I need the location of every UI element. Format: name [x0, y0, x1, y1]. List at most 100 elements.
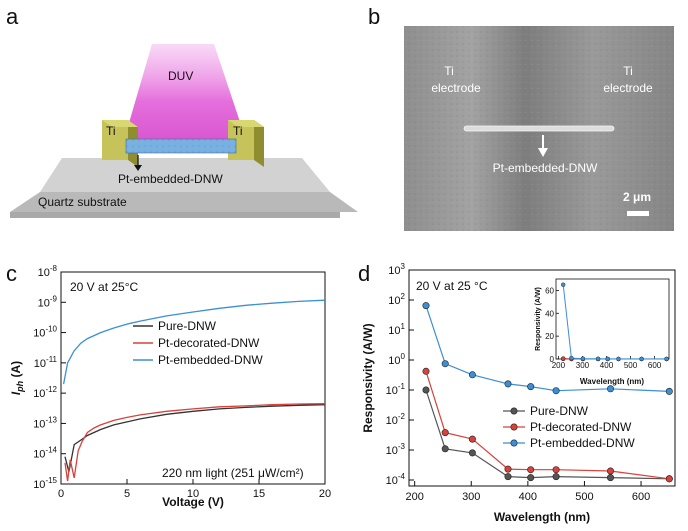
chart-c-series-line — [64, 403, 326, 482]
chart-d-point — [468, 435, 476, 443]
sem-right-electrode: electrode — [603, 81, 653, 95]
chart-d-point — [468, 371, 476, 379]
chart-d-xtick-label: 200 — [405, 491, 423, 503]
chart-c-xtick-label: 10 — [187, 488, 199, 500]
panel-c-label: c — [6, 261, 17, 286]
chart-d-inset-ticks: 0 20 40 60 200 300 400 500 600 — [545, 286, 662, 370]
chart-d-ytick-label: 10-1 — [386, 382, 406, 397]
chart-d-ytick-label: 102 — [388, 292, 405, 307]
scale-bar — [627, 211, 649, 216]
chart-d-xlabel: Wavelength (nm) — [494, 510, 590, 524]
chart-d-ytick-label: 10-3 — [386, 442, 406, 457]
right-ti-label: Ti — [233, 124, 243, 138]
inset-point — [569, 355, 574, 361]
chart-d-frame — [408, 269, 676, 487]
chart-d-point — [552, 387, 560, 395]
chart-d-ytick-label: 100 — [388, 352, 405, 367]
chart-c-legend-label: Pt-embedded-DNW — [158, 353, 263, 367]
chart-c-legend: Pure-DNW Pt-decorated-DNW Pt-embedded-DNW — [133, 319, 263, 367]
chart-c-xtick-label: 0 — [58, 488, 64, 500]
chart-d-ylabel: Responsivity (A/W) — [361, 323, 375, 432]
chart-d-point — [504, 465, 512, 473]
chart-d-legend-marker — [510, 439, 518, 447]
substrate-label: Quartz substrate — [38, 195, 127, 209]
inset-point — [664, 356, 669, 362]
chart-c-series-line — [62, 299, 326, 385]
chart-d-ytick-label: 101 — [388, 322, 405, 337]
inset-xtick-label: 200 — [552, 361, 566, 370]
chart-d-point — [665, 387, 673, 395]
inset-xtick-label: 300 — [576, 361, 590, 370]
chart-d-point — [552, 466, 560, 474]
chart-d-inset-series — [561, 282, 669, 362]
chart-d-point — [552, 473, 560, 481]
chart-d-xtick-label: 600 — [632, 491, 650, 503]
sem-right-ti: Ti — [623, 64, 633, 78]
sem-left-ti: Ti — [444, 64, 454, 78]
chart-d-legend-marker — [510, 407, 518, 415]
scale-bar-label: 2 μm — [623, 190, 651, 204]
inset-ytick-label: 0 — [550, 355, 555, 364]
chart-d-legend-label: Pt-embedded-DNW — [530, 436, 635, 450]
left-ti-electrode — [102, 120, 128, 160]
inset-point — [605, 356, 610, 362]
inset-xtick-label: 400 — [600, 361, 614, 370]
chart-c-y-ticks: 10-8 10-9 10-10 10-11 10-12 10-13 10-14 10-15 — [33, 264, 66, 491]
left-ti-label: Ti — [106, 124, 116, 138]
chart-d-point — [468, 449, 476, 457]
inset-xtick-label: 600 — [648, 361, 662, 370]
chart-d-y-ticks: 103 102 101 100 10-1 10-2 10-3 10-4 — [386, 262, 414, 487]
chart-d-point — [606, 474, 614, 482]
inset-point — [561, 282, 566, 287]
chart-d-point — [441, 445, 449, 453]
chart-d-point — [504, 473, 512, 481]
chart-c-ytick-label: 10-11 — [34, 355, 58, 370]
duv-label: DUV — [168, 69, 193, 83]
chart-d-point — [527, 466, 535, 474]
chart-c-legend-label: Pt-decorated-DNW — [158, 336, 260, 350]
chart-c-ytick-label: 10-13 — [33, 415, 57, 430]
chart-d-series — [422, 302, 673, 483]
chart-c-series-line — [64, 404, 326, 473]
chart-d-annotation-top: 20 V at 25 °C — [416, 279, 488, 293]
chart-d-point — [422, 367, 430, 375]
chart-d-point — [422, 386, 430, 394]
panel-c: c 10-8 10-9 10-10 10-11 10-12 10-13 10-14 10-15… — [6, 261, 331, 509]
chart-c-ytick-label: 10-10 — [33, 325, 57, 340]
chart-c-xtick-label: 5 — [124, 488, 130, 500]
inset-xlabel: Wavelength (nm) — [580, 377, 644, 386]
chart-d-point — [606, 385, 614, 393]
inset-point — [595, 356, 601, 361]
chart-d-series-line — [425, 389, 670, 480]
chart-d-point — [527, 383, 535, 391]
chart-c-annotation-top: 20 V at 25°C — [70, 280, 139, 294]
inset-point — [580, 356, 586, 361]
inset-xtick-label: 500 — [624, 361, 638, 370]
chart-d-xtick-label: 300 — [462, 491, 480, 503]
sem-wire-label: Pt-embedded-DNW — [493, 161, 598, 175]
inset-point — [561, 356, 566, 361]
chart-c-xtick-label: 15 — [253, 488, 265, 500]
panel-d-label: d — [358, 261, 370, 286]
chart-d-point — [527, 474, 535, 482]
chart-d-xtick-label: 500 — [575, 491, 593, 503]
chart-d-point — [665, 475, 673, 483]
chart-d-legend-marker — [510, 423, 518, 431]
chart-c-frame — [60, 271, 326, 485]
chart-d-series-line — [425, 371, 670, 480]
chart-d-xtick-label: 400 — [519, 491, 537, 503]
chart-d-point — [504, 380, 512, 388]
chart-c-ytick-label: 10-9 — [38, 294, 58, 309]
sem-nanowire — [463, 125, 615, 132]
chart-c-ytick-label: 10-14 — [33, 446, 57, 461]
chart-d-ytick-label: 10-2 — [386, 412, 406, 427]
sem-left-electrode: electrode — [431, 81, 481, 95]
chart-c-ylabel: Iph (A) — [9, 361, 25, 395]
chart-d-point — [606, 467, 614, 475]
inset-ytick-label: 40 — [545, 309, 554, 318]
inset-ytick-label: 60 — [545, 286, 554, 295]
chart-d-point — [441, 360, 449, 368]
inset-point — [639, 356, 644, 362]
inset-ytick-label: 20 — [545, 332, 554, 341]
